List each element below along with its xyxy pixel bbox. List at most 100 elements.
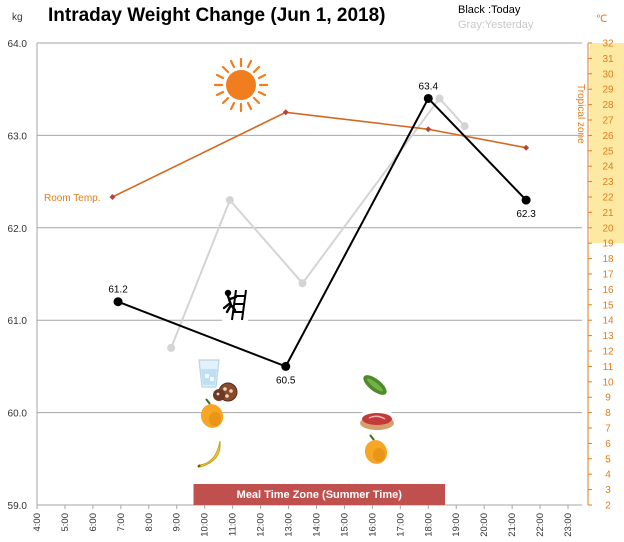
- yesterday-point: [460, 122, 469, 131]
- y2-tick-label: 17: [602, 270, 614, 281]
- x-tick-label: 10:00: [200, 513, 211, 537]
- y2-tick-label: 2: [605, 501, 611, 512]
- x-tick-label: 16:00: [367, 513, 378, 537]
- y2-tick-label: 6: [605, 439, 611, 450]
- today-point: [423, 93, 433, 103]
- water-glass-icon: [198, 359, 220, 388]
- tropical-zone-label: Tropical zone: [575, 84, 586, 144]
- steak-icon: [357, 409, 397, 431]
- left-axis-unit: kg: [12, 12, 23, 23]
- x-tick-label: 4:00: [32, 513, 43, 532]
- y-tick-label: 64.0: [8, 39, 28, 50]
- tropical-zone-band: [590, 43, 624, 244]
- room-temp-point: [109, 194, 116, 200]
- y2-tick-label: 9: [605, 393, 611, 404]
- y2-tick-label: 10: [602, 377, 614, 388]
- x-tick-label: 11:00: [228, 513, 239, 536]
- x-tick-label: 15:00: [339, 513, 350, 537]
- meal-time-zone-label: Meal Time Zone (Summer Time): [237, 489, 403, 501]
- x-tick-label: 6:00: [88, 513, 99, 532]
- y2-tick-label: 19: [602, 239, 614, 250]
- y2-tick-label: 25: [602, 146, 614, 157]
- room-temp-point: [282, 109, 289, 116]
- y-tick-label: 62.0: [8, 224, 28, 235]
- left-axis-ticks: 59.0 60.0 61.0 62.0 63.0 64.0: [8, 39, 28, 512]
- y2-tick-label: 32: [602, 39, 614, 50]
- y-tick-label: 59.0: [8, 501, 28, 512]
- today-point: [281, 361, 291, 371]
- x-tick-label: 19:00: [451, 513, 462, 537]
- sun-icon: [213, 57, 269, 113]
- today-data-label: 62.3: [516, 209, 536, 220]
- legend-yesterday: Gray:Yesterday: [458, 19, 534, 31]
- x-axis-ticks: 4:00 5:00 6:00 7:00 8:00 9:00 10:00 11:00 12:00 1…: [32, 505, 574, 537]
- climbing-icon: [222, 288, 248, 322]
- meal-time-zone-bar: [193, 484, 446, 505]
- x-tick-label: 18:00: [423, 513, 434, 537]
- yesterday-point: [225, 196, 234, 205]
- today-line: [117, 96, 527, 368]
- room-temp-point: [523, 144, 530, 151]
- y2-tick-label: 13: [602, 331, 614, 342]
- today-point: [521, 195, 531, 205]
- y2-tick-label: 8: [605, 408, 611, 419]
- room-temp-point: [425, 126, 432, 133]
- mango-icon: [364, 434, 388, 464]
- x-tick-label: 21:00: [507, 513, 518, 537]
- today-data-label: 60.5: [276, 375, 296, 386]
- y2-tick-label: 30: [602, 69, 614, 80]
- y2-tick-label: 15: [602, 300, 614, 311]
- legend-today: Black :Today: [458, 4, 521, 16]
- x-tick-label: 12:00: [256, 513, 267, 537]
- y-tick-label: 60.0: [8, 409, 28, 420]
- y2-tick-label: 21: [602, 208, 614, 219]
- y2-tick-label: 29: [602, 85, 614, 96]
- y2-tick-label: 27: [602, 116, 614, 127]
- series-layer: 61.2 60.5 63.4 62.3: [108, 81, 536, 386]
- yesterday-point: [167, 343, 176, 352]
- y2-tick-label: 12: [602, 347, 614, 358]
- x-tick-label: 17:00: [395, 513, 406, 537]
- y2-tick-label: 28: [602, 100, 614, 111]
- x-tick-label: 9:00: [172, 513, 183, 532]
- y2-tick-label: 14: [602, 316, 614, 327]
- mango-icon: [200, 398, 224, 428]
- today-data-label: 61.2: [108, 285, 128, 296]
- x-tick-label: 23:00: [563, 513, 574, 537]
- today-data-label: 63.4: [419, 81, 439, 92]
- y2-tick-label: 5: [605, 454, 611, 465]
- x-tick-label: 8:00: [144, 513, 155, 532]
- room-temp-label: Room Temp.: [44, 193, 101, 204]
- y2-tick-label: 7: [605, 424, 611, 435]
- y-tick-label: 61.0: [8, 316, 28, 327]
- right-axis-unit: ℃: [596, 14, 607, 25]
- y2-tick-label: 18: [602, 254, 614, 265]
- today-point: [113, 297, 123, 307]
- y2-tick-label: 11: [603, 362, 614, 373]
- cucumber-icon: [363, 375, 387, 395]
- x-tick-label: 5:00: [60, 513, 71, 532]
- y2-tick-label: 16: [602, 285, 614, 296]
- yesterday-point: [298, 279, 307, 288]
- cookie-icon: [213, 382, 238, 402]
- x-tick-label: 13:00: [284, 513, 295, 537]
- y2-tick-label: 4: [605, 470, 611, 481]
- y2-tick-label: 23: [602, 177, 614, 188]
- y2-tick-label: 31: [602, 54, 614, 65]
- y2-tick-label: 26: [602, 131, 614, 142]
- chart-title: Intraday Weight Change (Jun 1, 2018): [48, 5, 386, 26]
- room-temp-line: [112, 111, 527, 198]
- banana-icon: [197, 440, 221, 468]
- y2-tick-label: 3: [605, 485, 611, 496]
- y2-tick-label: 20: [602, 223, 614, 234]
- yesterday-point: [435, 94, 444, 103]
- x-tick-label: 20:00: [479, 513, 490, 537]
- y2-tick-label: 24: [602, 162, 614, 173]
- axes: [36, 43, 589, 505]
- y2-tick-label: 22: [602, 193, 614, 204]
- right-axis-ticks: 2345678910111213141516171819202122232425…: [588, 39, 614, 512]
- x-tick-label: 22:00: [535, 513, 546, 537]
- x-tick-label: 7:00: [116, 513, 127, 532]
- y-tick-label: 63.0: [8, 131, 28, 142]
